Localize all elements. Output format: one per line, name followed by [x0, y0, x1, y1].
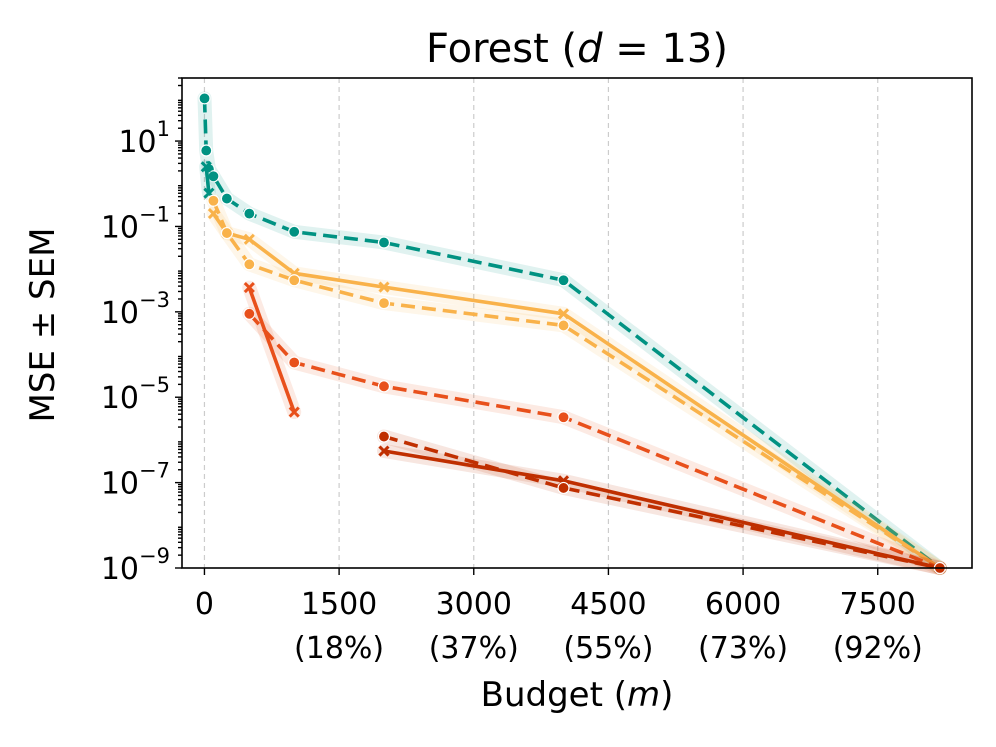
x-tick-percent: (18%): [294, 631, 384, 666]
series-sem-band: [206, 206, 947, 575]
data-point: [377, 297, 391, 310]
x-axis-label: Budget (m): [481, 675, 674, 715]
y-tick-label: 101: [118, 117, 170, 160]
x-tick-label: 0: [195, 587, 214, 622]
data-point: [207, 194, 220, 207]
y-tick-label: 10−3: [101, 288, 170, 331]
y-tick-label: 10−1: [101, 202, 170, 245]
plot-frame: [181, 77, 973, 569]
series-line: [383, 434, 941, 570]
data-point-cross: [243, 233, 255, 245]
x-tick-percent: (55%): [563, 631, 653, 666]
y-tick-label: 10−5: [101, 373, 170, 416]
x-tick-label: 7500: [840, 587, 916, 622]
data-point: [557, 274, 570, 287]
data-point: [288, 274, 301, 287]
series-line: [204, 166, 211, 194]
data-point: [557, 481, 570, 495]
data-point-cross: [288, 406, 300, 418]
data-point: [377, 380, 391, 393]
y-axis-label: MSE ± SEM: [23, 228, 63, 423]
data-point: [200, 144, 213, 157]
series-line: [247, 286, 296, 413]
data-point-cross: [378, 445, 390, 457]
series-line: [211, 212, 941, 570]
x-tick-label: 6000: [705, 587, 781, 622]
series-2: [206, 206, 947, 575]
y-tick-label: 10−7: [101, 459, 170, 502]
data-point: [557, 319, 570, 332]
data-point-cross: [243, 282, 255, 294]
series-7: [377, 429, 947, 575]
chart-title: Forest (d = 13): [426, 26, 728, 72]
x-tick-label: 1500: [301, 587, 377, 622]
x-tick-percent: (73%): [698, 631, 788, 666]
x-tick-percent: (37%): [429, 631, 519, 666]
series-sem-band: [206, 193, 947, 575]
series-line: [211, 200, 941, 570]
data-point: [243, 307, 256, 320]
data-point: [288, 356, 301, 369]
data-point-cross: [557, 308, 570, 320]
data-point: [377, 430, 391, 443]
data-point: [220, 192, 233, 205]
x-tick-label: 3000: [436, 587, 512, 622]
data-point: [198, 92, 211, 105]
data-point: [220, 226, 233, 240]
data-point: [243, 258, 256, 271]
data-point: [377, 236, 391, 249]
data-point-cross: [200, 161, 212, 173]
data-point-cross: [378, 281, 390, 293]
x-tick-percent: (92%): [833, 631, 923, 666]
series-3: [206, 193, 947, 575]
data-point: [288, 225, 301, 238]
data-point: [243, 207, 256, 220]
series-line: [202, 98, 941, 570]
series-5: [242, 280, 302, 419]
series-1: [199, 159, 216, 201]
x-tick-label: 4500: [570, 587, 646, 622]
y-tick-label: 10−9: [101, 544, 170, 587]
data-point: [557, 411, 570, 424]
